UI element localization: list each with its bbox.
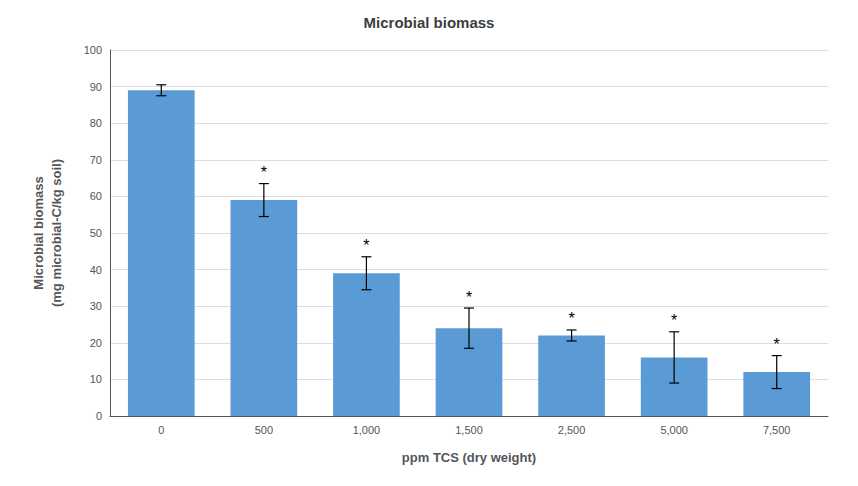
svg-text:*: * [363, 237, 369, 254]
svg-text:500: 500 [255, 424, 273, 436]
svg-text:0: 0 [96, 410, 102, 422]
svg-text:100: 100 [84, 44, 102, 56]
svg-text:70: 70 [90, 154, 102, 166]
svg-text:20: 20 [90, 337, 102, 349]
svg-text:Microbial biomass: Microbial biomass [31, 176, 46, 289]
svg-text:90: 90 [90, 81, 102, 93]
svg-text:5,000: 5,000 [660, 424, 688, 436]
svg-text:1,000: 1,000 [353, 424, 381, 436]
svg-text:50: 50 [90, 227, 102, 239]
svg-text:Microbial biomass: Microbial biomass [364, 14, 495, 31]
svg-text:40: 40 [90, 264, 102, 276]
svg-text:2,500: 2,500 [558, 424, 586, 436]
svg-text:10: 10 [90, 373, 102, 385]
svg-text:*: * [466, 289, 472, 306]
svg-text:60: 60 [90, 190, 102, 202]
svg-text:0: 0 [158, 424, 164, 436]
svg-text:1,500: 1,500 [455, 424, 483, 436]
svg-text:*: * [671, 312, 677, 329]
svg-text:(mg microbial-C/kg soil): (mg microbial-C/kg soil) [49, 159, 64, 307]
svg-text:ppm TCS (dry weight): ppm TCS (dry weight) [402, 450, 536, 465]
svg-text:*: * [774, 336, 780, 353]
svg-text:*: * [568, 310, 574, 327]
svg-text:30: 30 [90, 300, 102, 312]
svg-text:80: 80 [90, 117, 102, 129]
svg-text:7,500: 7,500 [763, 424, 791, 436]
svg-text:*: * [261, 164, 267, 181]
